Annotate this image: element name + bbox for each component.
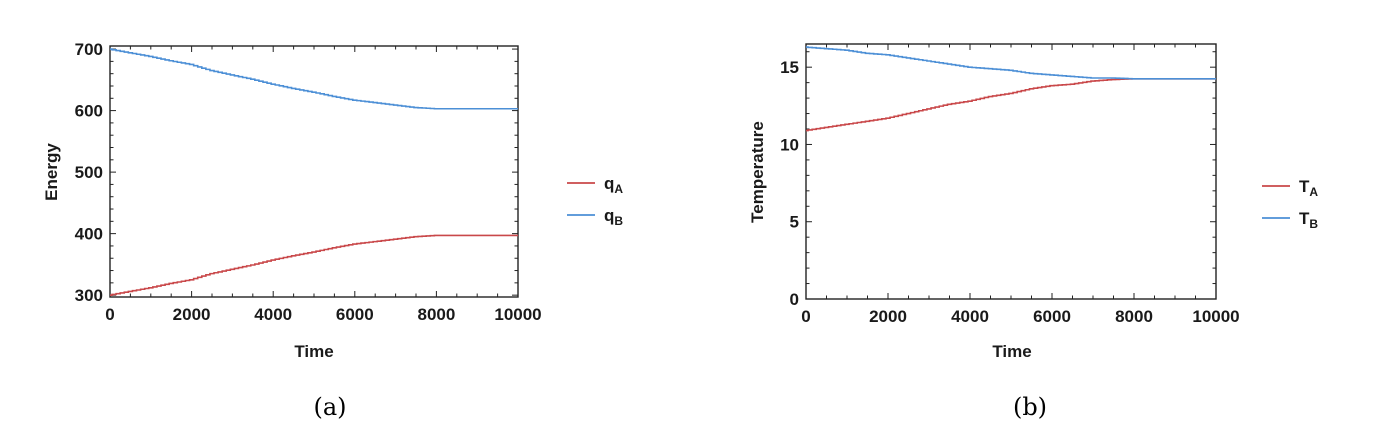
legend-name-ta: T	[1299, 177, 1310, 196]
x-tick-label-a: 0	[105, 305, 114, 324]
series-line-qb	[110, 48, 518, 110]
x-axis-label-a: Time	[294, 342, 333, 361]
y-tick-label-a: 700	[75, 40, 103, 59]
y-tick-label-b: 10	[780, 135, 799, 154]
legend-name-tb: T	[1299, 209, 1310, 228]
panel-b: 0 2000 4000 6000 8000 10000 0 5 10 15 Time Temper…	[748, 43, 1318, 421]
y-tick-label-b: 15	[780, 58, 799, 77]
x-tick-label-b: 4000	[951, 307, 989, 326]
x-tick-label-a: 8000	[417, 305, 455, 324]
legend-b: TA TB	[1262, 177, 1318, 231]
y-axis-label-a: Energy	[42, 143, 61, 201]
x-tick-label-b: 8000	[1115, 307, 1153, 326]
legend-a: qA qB	[567, 174, 623, 228]
y-axis-label-b: Temperature	[748, 121, 767, 223]
x-tick-label-a: 2000	[173, 305, 211, 324]
x-tick-label-a: 4000	[254, 305, 292, 324]
x-tick-label-b: 6000	[1033, 307, 1071, 326]
legend-sub-qb: B	[614, 214, 623, 228]
legend-name-qa: q	[604, 174, 614, 193]
x-tick-label-a: 6000	[336, 305, 374, 324]
y-tick-label-a: 400	[75, 225, 103, 244]
legend-label-ta: TA	[1299, 177, 1318, 199]
legend-sub-qa: A	[614, 182, 623, 196]
series-line-qa	[110, 234, 518, 296]
legend-label-qb: qB	[604, 206, 623, 228]
ticks-a: 0 2000 4000 6000 8000 10000 300 400 500 600 700	[75, 40, 542, 324]
legend-name-qb: q	[604, 206, 614, 225]
caption-b: (b)	[1013, 393, 1047, 421]
series-lines-b	[806, 46, 1216, 132]
x-tick-label-b: 0	[801, 307, 810, 326]
plot-frame-b	[805, 43, 1217, 300]
x-axis-label-b: Time	[992, 342, 1031, 361]
y-tick-label-a: 500	[75, 163, 103, 182]
legend-sub-tb: B	[1309, 217, 1318, 231]
x-tick-label-b: 10000	[1192, 307, 1239, 326]
y-tick-label-a: 600	[75, 102, 103, 121]
y-tick-label-a: 300	[75, 286, 103, 305]
ticks-b: 0 2000 4000 6000 8000 10000 0 5 10 15	[780, 44, 1240, 326]
x-tick-label-b: 2000	[869, 307, 907, 326]
series-line-tb	[806, 46, 1216, 80]
caption-a: (a)	[313, 393, 346, 421]
legend-sub-ta: A	[1309, 185, 1318, 199]
plot-frame-a	[109, 45, 519, 298]
series-line-ta	[806, 77, 1216, 132]
panel-a: 0 2000 4000 6000 8000 10000 300 400 500 600 700 Ti…	[42, 40, 623, 421]
legend-label-qa: qA	[604, 174, 623, 196]
series-lines-a	[110, 48, 518, 296]
y-tick-label-b: 0	[790, 290, 799, 309]
legend-label-tb: TB	[1299, 209, 1318, 231]
y-tick-label-b: 5	[790, 213, 799, 232]
x-tick-label-a: 10000	[494, 305, 541, 324]
